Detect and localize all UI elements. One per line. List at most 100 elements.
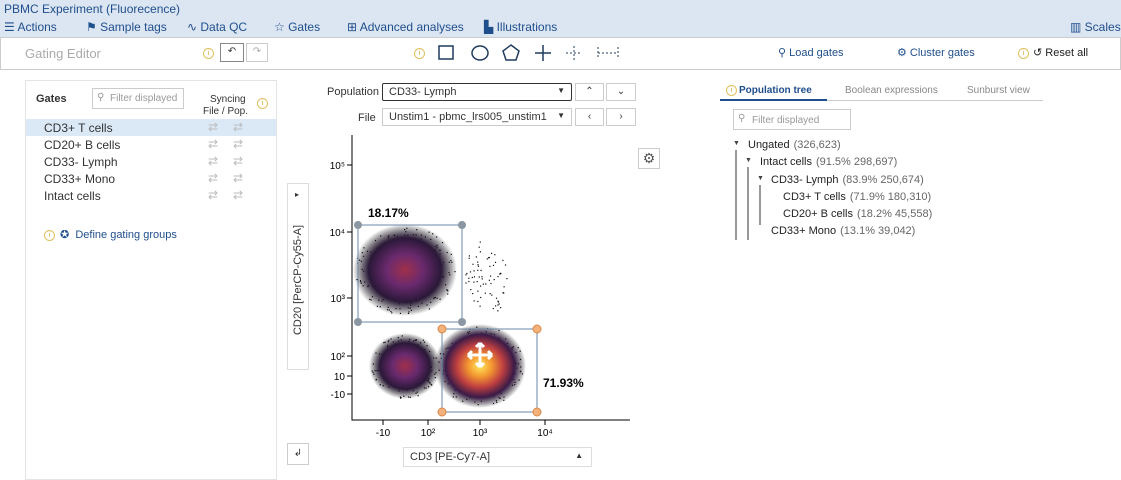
expander[interactable]: ▼	[745, 157, 752, 164]
event	[495, 305, 497, 307]
gate-tools	[438, 44, 619, 61]
swap-axes[interactable]: ↲	[287, 443, 309, 465]
settings-button[interactable]: ⚙	[638, 148, 660, 169]
prev-population[interactable]: ⌃	[575, 83, 604, 101]
event	[473, 281, 475, 283]
menu-item[interactable]: ▥ Scales	[1070, 20, 1121, 34]
tree-node[interactable]: Ungated (326,623)	[748, 139, 841, 151]
expander[interactable]: ▼	[733, 140, 740, 147]
gate-name[interactable]: CD20+ B cells	[44, 138, 121, 152]
event	[493, 279, 495, 281]
menu-item[interactable]: ⚑ Sample tags	[86, 20, 167, 34]
y-tick-label: 10⁵	[330, 161, 345, 172]
sync-pop[interactable]: ⇄	[233, 154, 244, 168]
next-population[interactable]: ⌄	[606, 83, 636, 101]
tree-node[interactable]: CD33+ Mono (13.1% 39,042)	[771, 225, 915, 237]
polygon-tool[interactable]	[502, 44, 520, 61]
gate-rect	[441, 328, 538, 413]
tree-node[interactable]: CD33- Lymph (83.9% 250,674)	[771, 174, 924, 186]
tab[interactable]: Sunburst view	[967, 85, 1030, 96]
x-tick-label: 10²	[421, 428, 436, 439]
event	[484, 292, 486, 294]
event	[477, 300, 479, 303]
node-name: Ungated	[748, 139, 790, 151]
menu-label: Illustrations	[496, 20, 558, 34]
sync-pop[interactable]: ⇄	[233, 120, 244, 134]
link-label: Define gating groups	[75, 229, 177, 241]
field-label: File	[358, 112, 376, 124]
load-gates[interactable]: ⚲ Load gates	[778, 47, 844, 59]
ellipse-tool[interactable]	[471, 45, 489, 61]
gate-name[interactable]: CD3+ T cells	[44, 121, 113, 135]
menu-item[interactable]: ∿ Data QC	[187, 20, 248, 34]
sync-file[interactable]: ⇄	[208, 188, 219, 202]
range-tool[interactable]	[597, 47, 619, 59]
node-stats: (71.9% 180,310)	[849, 191, 932, 203]
top-bar	[0, 0, 1121, 37]
quad-tool[interactable]	[535, 45, 551, 61]
define-groups[interactable]: ✪ Define gating groups	[60, 229, 177, 241]
event	[492, 307, 494, 310]
gate[interactable]	[437, 324, 542, 417]
filter-input[interactable]: ⚲ Filter displayed	[92, 88, 184, 109]
cluster-gates[interactable]: ⚙ Cluster gates	[897, 47, 975, 59]
tree-node[interactable]: Intact cells (91.5% 298,697)	[760, 156, 897, 168]
event	[468, 277, 470, 279]
button-label: Reset all	[1045, 47, 1089, 59]
event	[478, 246, 480, 248]
info-icon: i	[44, 230, 55, 241]
event	[476, 281, 478, 283]
sync-pop[interactable]: ⇄	[233, 188, 244, 202]
gate[interactable]	[354, 221, 466, 326]
y-tick-label: -10	[331, 390, 346, 401]
syncing-label: Syncing	[210, 94, 246, 105]
search-icon: ⚲	[738, 113, 746, 124]
next-file[interactable]: ›	[606, 108, 636, 126]
caret: ▼	[557, 86, 565, 95]
undo-button[interactable]: ↶	[220, 43, 244, 62]
rect-tool[interactable]	[438, 45, 454, 60]
sync-file[interactable]: ⇄	[208, 154, 219, 168]
gate-name[interactable]: CD33- Lymph	[44, 155, 118, 169]
event	[494, 261, 497, 263]
redo-button[interactable]: ↷	[246, 43, 268, 62]
node-name: CD33+ Mono	[771, 225, 837, 237]
prev-file[interactable]: ‹	[575, 108, 604, 126]
menu-item[interactable]: ☆ Gates	[274, 20, 321, 34]
y-axis-label[interactable]: CD20 [PerCP-Cy55-A]	[292, 224, 304, 336]
event	[491, 252, 493, 254]
event	[469, 271, 472, 273]
sync-file[interactable]: ⇄	[208, 120, 219, 134]
menu-item[interactable]: ☰ Actions	[4, 20, 57, 34]
event	[497, 304, 499, 306]
event	[489, 265, 491, 267]
app-title: PBMC Experiment (Fluorecence)	[4, 2, 181, 16]
axis-panel[interactable]: ▸	[287, 183, 309, 370]
node-stats: (13.1% 39,042)	[840, 225, 916, 237]
sync-pop[interactable]: ⇄	[233, 137, 244, 151]
tab[interactable]: Population tree	[739, 85, 812, 96]
split-tool[interactable]	[566, 46, 582, 60]
event	[477, 269, 479, 271]
expander[interactable]: ▼	[757, 175, 764, 182]
sync-columns: File / Pop.	[203, 106, 249, 117]
reset-all[interactable]: ↺ Reset all	[1033, 47, 1089, 59]
event	[465, 274, 467, 276]
event	[468, 280, 470, 283]
sync-file[interactable]: ⇄	[208, 137, 219, 151]
menu-item[interactable]: ▙ Illustrations	[484, 20, 558, 34]
file-select[interactable]: Unstim1 - pbmc_lrs005_unstim1 ▼	[382, 108, 572, 126]
population-select[interactable]: CD33- Lymph ▼	[382, 83, 572, 101]
tree-node[interactable]: CD3+ T cells (71.9% 180,310)	[783, 191, 931, 203]
menu-item[interactable]: ⊞ Advanced analyses	[347, 20, 464, 34]
filter-input[interactable]: ⚲ Filter displayed	[733, 109, 851, 130]
sync-pop[interactable]: ⇄	[233, 171, 244, 185]
event	[470, 289, 472, 291]
tree-node[interactable]: CD20+ B cells (18.2% 45,558)	[783, 208, 932, 220]
gate-name[interactable]: Intact cells	[44, 189, 101, 203]
sync-file[interactable]: ⇄	[208, 171, 219, 185]
tab[interactable]: Boolean expressions	[845, 85, 938, 96]
gate-name[interactable]: CD33+ Mono	[44, 172, 116, 186]
x-axis-select[interactable]: CD3 [PE-Cy7-A] ▲	[403, 447, 592, 467]
